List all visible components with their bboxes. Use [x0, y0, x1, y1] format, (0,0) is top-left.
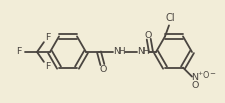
Text: N: N: [191, 73, 198, 82]
Text: H: H: [117, 46, 124, 56]
Text: F: F: [45, 33, 50, 42]
Text: F: F: [45, 62, 50, 71]
Text: O: O: [191, 81, 198, 90]
Text: N: N: [113, 46, 120, 56]
Text: +: +: [196, 71, 202, 76]
Text: −: −: [208, 71, 214, 77]
Text: N: N: [137, 46, 144, 56]
Text: O: O: [144, 31, 151, 40]
Text: F: F: [16, 47, 22, 57]
Text: O: O: [202, 71, 208, 80]
Text: O: O: [99, 65, 107, 74]
Text: H: H: [141, 46, 148, 56]
Text: Cl: Cl: [164, 13, 174, 23]
